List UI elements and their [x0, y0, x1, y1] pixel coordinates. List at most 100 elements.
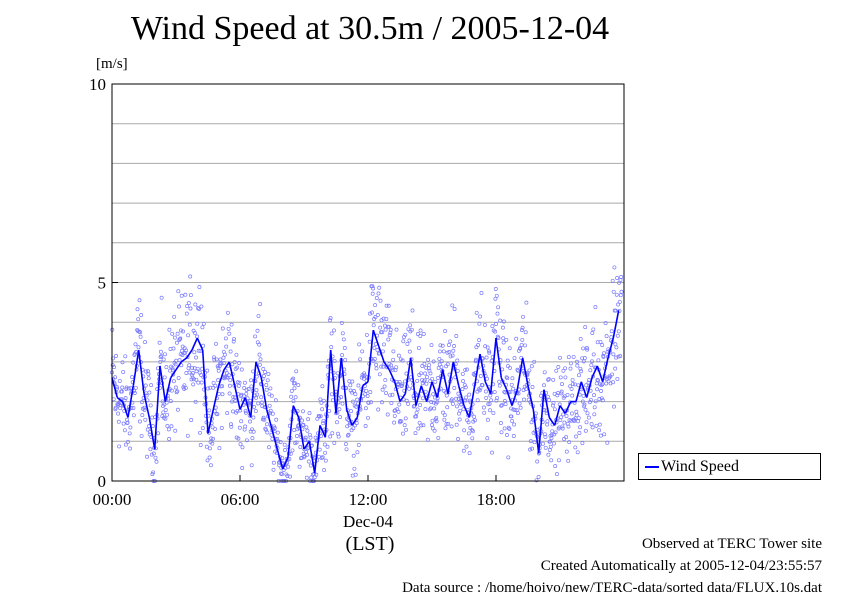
scatter-point — [530, 385, 535, 389]
scatter-point — [428, 371, 433, 376]
scatter-point — [268, 408, 273, 413]
scatter-point — [419, 423, 424, 428]
y-tick-label: 10 — [89, 75, 106, 94]
scatter-point — [264, 387, 269, 392]
scatter-point — [255, 328, 260, 333]
scatter-point — [355, 397, 360, 402]
scatter-point — [485, 345, 490, 350]
scatter-point — [500, 325, 505, 330]
scatter-point — [161, 410, 166, 415]
scatter-point — [416, 345, 421, 350]
scatter-point — [506, 364, 510, 369]
scatter-point — [212, 355, 216, 360]
scatter-point — [371, 323, 376, 328]
scatter-point — [434, 419, 439, 424]
series-line-segment — [372, 329, 380, 347]
series-line-segment — [308, 441, 316, 474]
scatter-point — [532, 359, 537, 364]
series-line-segment — [153, 365, 161, 450]
scatter-point — [200, 426, 205, 431]
scatter-point — [170, 365, 175, 370]
scatter-point — [421, 396, 425, 401]
scatter-point — [185, 433, 190, 438]
scatter-point — [464, 395, 469, 400]
scatter-point — [321, 421, 326, 426]
scatter-point — [554, 472, 559, 477]
scatter-point — [305, 446, 310, 451]
scatter-point — [597, 422, 602, 427]
scatter-point — [259, 395, 264, 400]
scatter-point — [514, 336, 519, 341]
scatter-point — [228, 378, 233, 383]
scatter-point — [567, 440, 572, 445]
scatter-point — [126, 386, 131, 391]
scatter-point — [133, 342, 138, 347]
scatter-point — [292, 381, 297, 386]
scatter-point — [501, 336, 506, 341]
scatter-point — [467, 451, 472, 456]
scatter-point — [543, 432, 547, 437]
scatter-point — [521, 314, 525, 319]
chart-title: Wind Speed at 30.5m / 2005-12-04 — [130, 10, 610, 47]
scatter-point — [454, 396, 458, 401]
scatter-point — [563, 375, 568, 380]
scatter-point — [578, 366, 583, 371]
scatter-point — [173, 428, 178, 433]
scatter-point — [322, 442, 327, 447]
scatter-point — [550, 429, 555, 434]
scatter-point — [553, 464, 558, 469]
scatter-point — [188, 293, 193, 298]
scatter-point — [244, 438, 249, 443]
scatter-point — [229, 322, 234, 327]
scatter-point — [565, 392, 570, 397]
scatter-point — [559, 391, 564, 396]
scatter-point — [321, 398, 326, 403]
scatter-point — [466, 420, 471, 425]
scatter-point — [232, 336, 236, 341]
scatter-point — [432, 406, 437, 411]
scatter-point — [387, 333, 392, 338]
scatter-point — [231, 395, 236, 400]
series-line-segment — [425, 381, 433, 402]
scatter-point — [450, 401, 455, 406]
x-tick-label: 00:00 — [93, 490, 132, 509]
scatter-point — [358, 357, 363, 362]
scatter-point — [210, 441, 215, 446]
scatter-point — [435, 399, 440, 404]
scatter-point — [194, 355, 198, 360]
series-line-segment — [564, 401, 572, 414]
scatter-point — [485, 436, 490, 441]
scatter-point — [352, 389, 356, 393]
scatter-point — [296, 383, 301, 388]
scatter-point — [433, 379, 438, 384]
y-tick-label: 5 — [98, 274, 107, 293]
scatter-point — [374, 296, 379, 300]
series-line-segment — [340, 357, 348, 410]
series-line-segment — [404, 357, 412, 394]
scatter-point — [252, 404, 257, 409]
scatter-point — [205, 386, 210, 391]
scatter-point — [340, 401, 345, 406]
series-line-segment — [399, 393, 406, 403]
scatter-point — [303, 438, 308, 443]
scatter-point — [498, 318, 503, 323]
scatter-point — [380, 349, 385, 354]
scatter-point — [122, 428, 127, 433]
scatter-point — [458, 408, 463, 413]
series-line-segment — [516, 357, 524, 390]
scatter-point — [162, 375, 167, 380]
scatter-point — [231, 409, 235, 414]
scatter-point — [193, 302, 198, 307]
scatter-point — [161, 357, 166, 362]
scatter-point — [584, 383, 589, 388]
scatter-point — [143, 340, 147, 345]
scatter-point — [171, 379, 176, 384]
scatter-point — [573, 445, 578, 450]
scatter-point — [612, 404, 616, 409]
scatter-point — [564, 449, 569, 454]
scatter-point — [380, 330, 385, 335]
scatter-point — [504, 375, 509, 380]
scatter-point — [507, 346, 512, 351]
scatter-point — [373, 315, 378, 319]
scatter-point — [384, 391, 388, 396]
